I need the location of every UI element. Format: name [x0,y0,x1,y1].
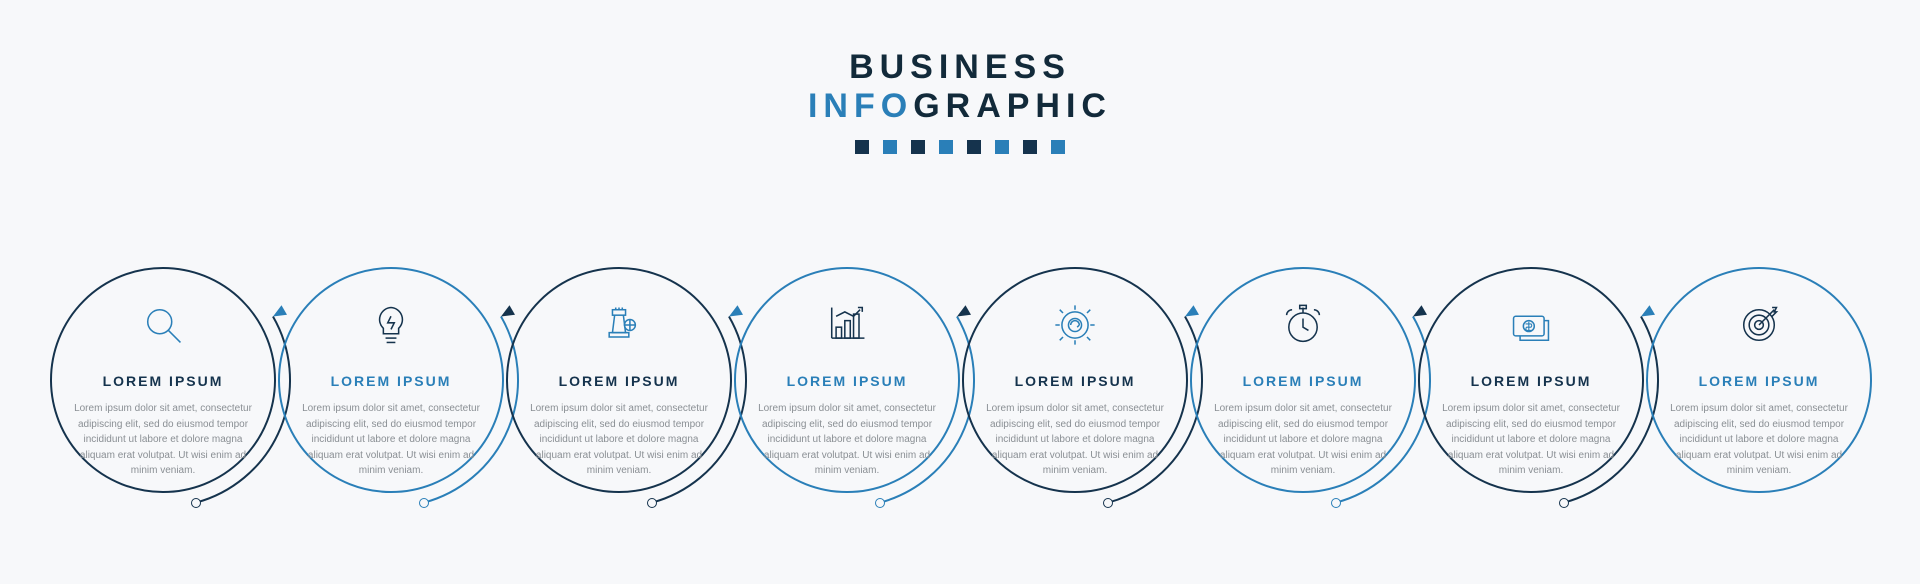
step-circle: LOREM IPSUM Lorem ipsum dolor sit amet, c… [50,267,276,493]
barchart-icon [819,297,875,353]
title-line-2: INFOGRAPHIC [808,87,1112,126]
connector-origin-dot [1331,498,1341,508]
step-label: LOREM IPSUM [1243,373,1364,389]
clock-icon [1275,297,1331,353]
connector-origin-dot [875,498,885,508]
step-circle: LOREM IPSUM Lorem ipsum dolor sit amet, c… [734,267,960,493]
step-circle: LOREM IPSUM Lorem ipsum dolor sit amet, c… [1418,267,1644,493]
connector-origin-dot [1559,498,1569,508]
step-description: Lorem ipsum dolor sit amet, consectetur … [1208,401,1398,479]
connector-origin-dot [191,498,201,508]
connector-arrowhead [726,305,743,321]
lightbulb-icon [363,297,419,353]
infographic-page: BUSINESS INFOGRAPHIC LOREM IPSUM Lorem ip… [0,0,1920,582]
title-plain: GRAPHIC [913,87,1112,125]
money-icon [1503,297,1559,353]
decorative-square [911,140,925,154]
step-description: Lorem ipsum dolor sit amet, consectetur … [752,401,942,479]
steps-stage: LOREM IPSUM Lorem ipsum dolor sit amet, c… [0,154,1920,582]
step-label: LOREM IPSUM [1699,373,1820,389]
target-icon [1731,297,1787,353]
connector-arrowhead [1638,305,1655,321]
step-description: Lorem ipsum dolor sit amet, consectetur … [296,401,486,479]
step-description: Lorem ipsum dolor sit amet, consectetur … [1436,401,1626,479]
step-description: Lorem ipsum dolor sit amet, consectetur … [980,401,1170,479]
connector-origin-dot [419,498,429,508]
connector-arrowhead [270,305,287,321]
step-circle: LOREM IPSUM Lorem ipsum dolor sit amet, c… [962,267,1188,493]
connector-origin-dot [647,498,657,508]
connector-origin-dot [1103,498,1113,508]
step-label: LOREM IPSUM [1015,373,1136,389]
decorative-square [939,140,953,154]
connector-arrowhead [498,305,515,321]
step-circle: LOREM IPSUM Lorem ipsum dolor sit amet, c… [1646,267,1872,493]
step-description: Lorem ipsum dolor sit amet, consectetur … [1664,401,1854,479]
decorative-square [883,140,897,154]
step-label: LOREM IPSUM [103,373,224,389]
step-label: LOREM IPSUM [331,373,452,389]
step-circle: LOREM IPSUM Lorem ipsum dolor sit amet, c… [1190,267,1416,493]
step-label: LOREM IPSUM [559,373,680,389]
title-line-1: BUSINESS [849,48,1071,87]
step-circle: LOREM IPSUM Lorem ipsum dolor sit amet, c… [506,267,732,493]
step-label: LOREM IPSUM [1471,373,1592,389]
decorative-squares [855,140,1065,154]
step-circle: LOREM IPSUM Lorem ipsum dolor sit amet, c… [278,267,504,493]
decorative-square [1023,140,1037,154]
decorative-square [1051,140,1065,154]
decorative-square [967,140,981,154]
connector-arrowhead [1182,305,1199,321]
title-accent: INFO [808,87,913,125]
decorative-square [995,140,1009,154]
connector-arrowhead [1410,305,1427,321]
gear-icon [1047,297,1103,353]
step-label: LOREM IPSUM [787,373,908,389]
step-description: Lorem ipsum dolor sit amet, consectetur … [524,401,714,479]
chess-icon [591,297,647,353]
connector-arrowhead [954,305,971,321]
magnifier-icon [135,297,191,353]
decorative-square [855,140,869,154]
step-description: Lorem ipsum dolor sit amet, consectetur … [68,401,258,479]
